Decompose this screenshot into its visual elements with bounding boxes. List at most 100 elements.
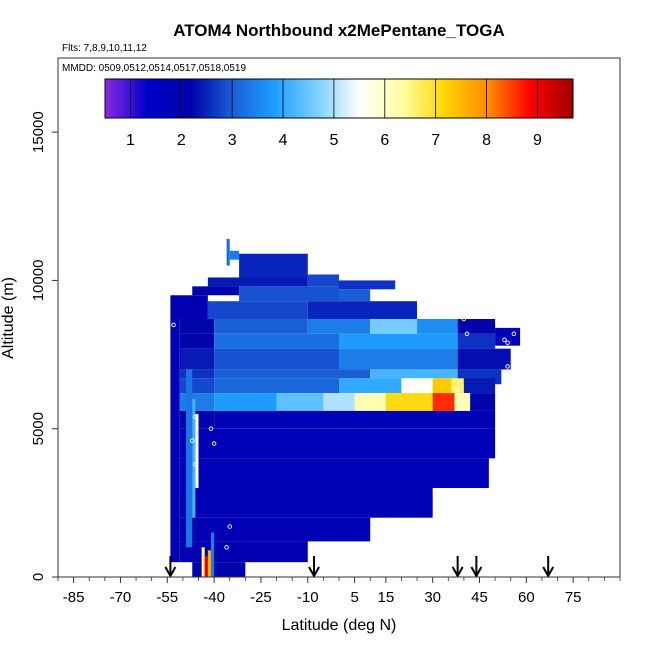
sample-point bbox=[190, 438, 195, 443]
heatmap-cell bbox=[192, 399, 196, 518]
heatmap-cell bbox=[179, 517, 371, 542]
heatmap-cell bbox=[214, 348, 339, 370]
heatmap-cell bbox=[214, 393, 277, 411]
heatmap-cell bbox=[339, 333, 458, 349]
heatmap-cell bbox=[179, 378, 215, 394]
arrow-head bbox=[451, 566, 464, 579]
heatmap-cell bbox=[214, 378, 339, 394]
heatmap-cell bbox=[204, 556, 208, 577]
colorbar-tick-label: 9 bbox=[533, 132, 542, 149]
heatmap-cell bbox=[179, 348, 215, 370]
heatmap-cell bbox=[370, 318, 418, 334]
sample-point bbox=[455, 387, 460, 393]
x-axis-label: Latitude (deg N) bbox=[282, 617, 397, 634]
sample-point bbox=[511, 331, 517, 337]
flight-arrows bbox=[164, 556, 555, 579]
heatmap-cells bbox=[170, 238, 521, 577]
sample-point bbox=[211, 441, 217, 446]
heatmap-cell bbox=[354, 393, 386, 411]
colorbar-tick-label: 3 bbox=[228, 132, 237, 149]
heatmap-cell bbox=[401, 378, 433, 394]
arrow-head bbox=[164, 566, 177, 579]
heatmap-cell bbox=[463, 378, 496, 394]
sample-point bbox=[508, 379, 513, 384]
heatmap-cell bbox=[192, 562, 246, 577]
colorbar-tick-label: 7 bbox=[431, 132, 440, 149]
dates-note: MMDD: 0509,0512,0514,0517,0518,0519 bbox=[62, 63, 246, 74]
heatmap-cell bbox=[170, 295, 208, 319]
y-axis-label: Altitude (m) bbox=[0, 277, 17, 359]
heatmap-cell bbox=[192, 286, 240, 296]
heatmap-cell bbox=[186, 369, 193, 548]
x-tick-label: 75 bbox=[565, 589, 582, 606]
heatmap-cell bbox=[454, 393, 471, 411]
heatmap-cell bbox=[179, 428, 496, 459]
heatmap-cell bbox=[339, 348, 458, 370]
sample-point bbox=[227, 524, 232, 529]
x-axis: -85 -70 -55 -40 -25 -10 5 15 30 45 60 75 bbox=[57, 577, 621, 606]
sample-point bbox=[224, 545, 229, 550]
x-tick-label: -40 bbox=[203, 589, 225, 606]
colorbar-tick-label: 8 bbox=[482, 132, 491, 149]
y-tick-label: 15000 bbox=[30, 111, 47, 153]
heatmap-cell bbox=[432, 393, 455, 411]
sample-point bbox=[193, 414, 198, 420]
heatmap-cell bbox=[179, 318, 215, 334]
heatmap-cell bbox=[470, 393, 496, 411]
sample-point bbox=[171, 322, 176, 328]
sample-point bbox=[492, 462, 498, 467]
sample-point bbox=[505, 364, 510, 369]
heatmap-cell bbox=[170, 318, 180, 563]
heatmap-cell bbox=[451, 378, 464, 394]
heatmap-cell bbox=[457, 333, 496, 349]
heatmap-cell bbox=[339, 378, 402, 394]
heatmap-cell bbox=[179, 488, 433, 518]
x-tick-label: 60 bbox=[518, 589, 535, 606]
x-tick-label: -55 bbox=[156, 589, 178, 606]
heatmap-cell bbox=[179, 369, 215, 379]
colorbar-tick-label: 4 bbox=[279, 132, 288, 149]
heatmap-cell bbox=[307, 318, 371, 334]
heatmap-cell bbox=[276, 393, 324, 411]
heatmap-cell bbox=[207, 277, 308, 287]
heatmap-cell bbox=[207, 550, 211, 577]
sample-point bbox=[502, 337, 507, 342]
colorbar bbox=[104, 78, 574, 119]
x-tick-label: 30 bbox=[424, 589, 441, 606]
x-tick-label: -25 bbox=[250, 589, 272, 606]
flights-note: Flts: 7,8,9,10,11,12 bbox=[62, 43, 147, 54]
sample-point bbox=[208, 426, 214, 431]
chart-title: ATOM4 Northbound x2MePentane_TOGA bbox=[173, 21, 505, 40]
heatmap-cell bbox=[214, 333, 339, 349]
colorbar-ticks: 1 2 3 4 5 6 7 8 9 bbox=[126, 79, 542, 149]
heatmap-cell bbox=[417, 318, 458, 334]
x-tick-label: 15 bbox=[377, 589, 394, 606]
heatmap-cell bbox=[323, 393, 355, 411]
sample-point bbox=[461, 316, 467, 322]
y-tick-label: 0 bbox=[30, 573, 47, 581]
sample-point bbox=[193, 462, 198, 467]
heatmap-cell bbox=[457, 348, 511, 370]
heatmap-cell bbox=[214, 369, 371, 379]
heatmap-cell bbox=[210, 532, 215, 577]
heatmap-cell bbox=[214, 410, 496, 429]
heatmap-cell bbox=[432, 378, 452, 394]
y-tick-label: 5000 bbox=[30, 412, 47, 445]
x-tick-label: 5 bbox=[350, 589, 358, 606]
heatmap-cell bbox=[239, 286, 339, 302]
heatmap-cell bbox=[339, 280, 396, 290]
heatmap-cell bbox=[179, 393, 215, 411]
heatmap-cell bbox=[307, 301, 418, 319]
arrow-head bbox=[542, 566, 555, 579]
x-tick-label: -10 bbox=[297, 589, 319, 606]
heatmap-cell bbox=[195, 413, 199, 489]
y-tick-label: 10000 bbox=[30, 260, 47, 302]
heatmap-cell bbox=[457, 318, 496, 334]
heatmap-cell bbox=[307, 274, 339, 287]
heatmap-cell bbox=[385, 393, 433, 411]
arrow-head bbox=[308, 566, 320, 579]
sample-point bbox=[499, 322, 504, 328]
colorbar-tick-label: 1 bbox=[126, 132, 135, 149]
x-tick-label: -70 bbox=[110, 589, 132, 606]
